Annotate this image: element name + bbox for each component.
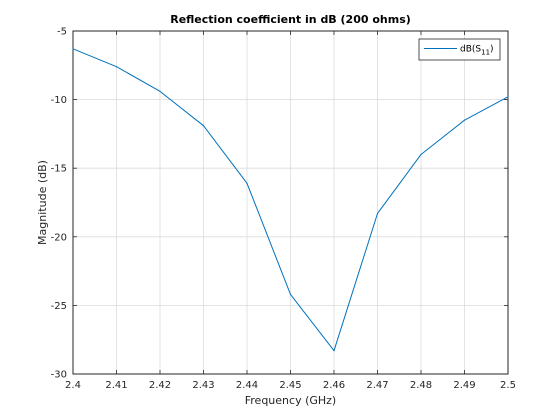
x-axis-title: Frequency (GHz) bbox=[245, 394, 336, 407]
y-tick-label: -20 bbox=[51, 232, 67, 243]
x-tick-label: 2.4 bbox=[65, 380, 81, 391]
chart-title: Reflection coefficient in dB (200 ohms) bbox=[170, 13, 411, 26]
legend: dB(S11) bbox=[418, 38, 501, 61]
legend-label-close: ) bbox=[490, 45, 494, 55]
data-point bbox=[159, 90, 161, 92]
legend-label-subscript: 11 bbox=[481, 49, 490, 57]
data-point bbox=[463, 119, 466, 121]
data-point bbox=[202, 125, 205, 127]
data-point bbox=[289, 293, 292, 296]
grid bbox=[73, 31, 508, 374]
data-point bbox=[246, 182, 248, 184]
x-tick-label: 2.44 bbox=[236, 380, 258, 391]
y-axis-title: Magnitude (dB) bbox=[36, 160, 49, 245]
y-tick-label: -5 bbox=[57, 27, 67, 38]
legend-label: dB(S11) bbox=[460, 45, 494, 57]
y-tick-label: -30 bbox=[51, 370, 67, 381]
x-tick-label: 2.49 bbox=[453, 380, 475, 391]
x-tick-label: 2.48 bbox=[410, 380, 432, 391]
data-point bbox=[376, 212, 379, 215]
x-tick-label: 2.43 bbox=[192, 380, 214, 391]
legend-label-main: dB(S bbox=[460, 45, 481, 55]
data-point bbox=[115, 66, 118, 68]
legend-box bbox=[418, 38, 501, 61]
data-point bbox=[507, 96, 509, 98]
data-point bbox=[420, 153, 422, 156]
x-tick-label: 2.46 bbox=[323, 380, 345, 391]
y-tick-label: -15 bbox=[51, 164, 67, 175]
x-tick-label: 2.45 bbox=[279, 380, 301, 391]
x-tick-label: 2.5 bbox=[500, 380, 516, 391]
series-layer bbox=[72, 48, 509, 352]
y-tick-label: -25 bbox=[51, 301, 67, 312]
data-point bbox=[333, 350, 335, 352]
data-point bbox=[72, 48, 74, 50]
x-tick-label: 2.42 bbox=[149, 380, 171, 391]
x-tick-label: 2.41 bbox=[105, 380, 127, 391]
x-tick-label: 2.47 bbox=[366, 380, 388, 391]
axis-ticks: 2.4 2.41 2.42 2.43 2.44 2.45 2.46 2.47 2.48 2.49 2… bbox=[51, 27, 516, 392]
y-tick-label: -10 bbox=[51, 95, 67, 106]
